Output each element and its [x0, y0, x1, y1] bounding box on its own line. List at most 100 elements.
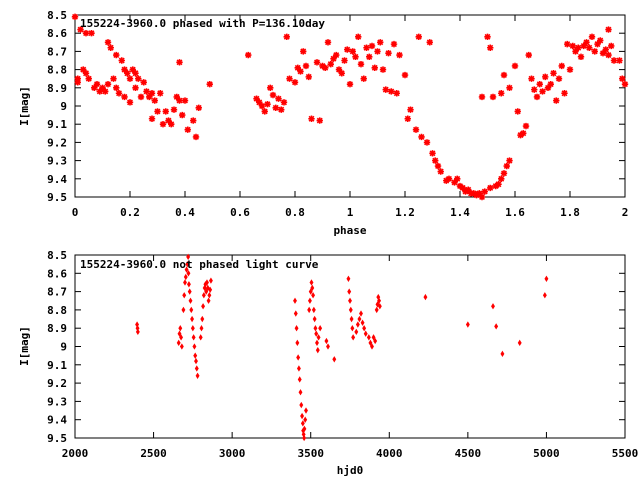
- phased-data-point: [93, 80, 101, 88]
- phased-data-point: [74, 75, 81, 82]
- phased-data-point: [580, 42, 587, 50]
- phased-data-point: [451, 179, 458, 186]
- phased-data-point: [377, 39, 384, 46]
- phased-data-point: [555, 75, 563, 82]
- unphased-data-point: [195, 372, 200, 379]
- phased-data-point: [599, 50, 607, 57]
- unphased-chart-title: 155224-3960.0 not phased light curve: [80, 258, 319, 271]
- unphased-data-point: [349, 315, 354, 323]
- phased-data-point: [388, 88, 395, 95]
- phased-data-point: [330, 55, 337, 62]
- unphased-data-point: [348, 306, 353, 314]
- phased-data-point: [619, 75, 626, 82]
- phased-data-point: [80, 66, 87, 73]
- phased-data-point: [531, 86, 538, 93]
- phased-data-point: [115, 90, 123, 97]
- unphased-y-tick-label: 8.9: [47, 322, 67, 335]
- unphased-data-point: [310, 284, 315, 292]
- unphased-data-point: [188, 297, 193, 304]
- unphased-data-point: [307, 306, 312, 314]
- phased-data-point: [104, 80, 112, 88]
- phased-data-point: [511, 62, 519, 70]
- phased-data-point: [110, 75, 117, 82]
- phased-data-point: [82, 70, 90, 77]
- unphased-data-point: [205, 284, 210, 292]
- unphased-data-point: [311, 306, 316, 314]
- unphased-data-point: [307, 297, 312, 304]
- phased-data-point: [459, 184, 466, 192]
- phased-data-point: [608, 42, 615, 50]
- phased-data-point: [374, 48, 381, 55]
- phased-y-tick-label: 9.1: [47, 118, 67, 131]
- phased-data-point: [283, 33, 290, 41]
- unphased-x-tick-label: 4500: [455, 447, 482, 460]
- phased-data-point: [547, 80, 554, 88]
- phased-x-tick-label: 0.6: [230, 206, 250, 219]
- unphased-y-tick-label: 9.3: [47, 395, 67, 408]
- phased-data-point: [484, 33, 491, 41]
- phased-data-point: [148, 115, 156, 122]
- phased-data-point: [572, 48, 579, 55]
- phased-data-point: [124, 70, 131, 77]
- phased-y-tick-label: 8.9: [47, 82, 67, 95]
- phased-data-point: [91, 84, 98, 91]
- phased-data-point: [355, 33, 362, 41]
- phased-data-point: [390, 40, 398, 48]
- phased-data-point: [506, 157, 513, 164]
- phased-data-point: [415, 33, 422, 41]
- unphased-data-point: [348, 297, 352, 304]
- unphased-data-point: [183, 273, 188, 281]
- phased-data-point: [569, 42, 576, 50]
- phased-data-point: [272, 104, 279, 112]
- phased-data-point: [313, 59, 321, 66]
- phased-data-point: [514, 108, 521, 115]
- unphased-data-point: [368, 339, 373, 347]
- unphased-data-point: [500, 350, 505, 357]
- unphased-data-point: [193, 352, 198, 359]
- unphased-data-point: [297, 376, 302, 383]
- phased-data-point: [478, 193, 486, 201]
- unphased-data-point: [309, 279, 314, 286]
- phased-data-point: [583, 39, 590, 46]
- phased-y-tick-label: 8.7: [47, 45, 67, 58]
- unphased-data-point: [332, 356, 337, 363]
- unphased-data-point: [542, 292, 547, 299]
- phased-data-point: [533, 93, 541, 101]
- unphased-data-point: [312, 315, 317, 323]
- phased-data-point: [291, 79, 299, 86]
- phased-data-point: [360, 75, 367, 82]
- unphased-data-point: [302, 434, 307, 442]
- phased-data-point: [126, 99, 134, 106]
- phased-data-point: [173, 93, 180, 101]
- phased-data-point: [621, 80, 629, 88]
- phased-data-point: [500, 170, 508, 177]
- unphased-data-point: [354, 328, 359, 336]
- phased-data-point: [412, 126, 420, 133]
- phased-x-tick-label: 2: [622, 206, 629, 219]
- phased-data-point: [275, 95, 282, 102]
- phased-data-point: [113, 84, 120, 91]
- phased-data-point: [280, 99, 288, 106]
- phased-data-point: [176, 59, 183, 66]
- phased-data-point: [146, 93, 153, 101]
- phased-data-point: [327, 60, 334, 68]
- unphased-data-point: [517, 339, 522, 347]
- unphased-data-point: [318, 325, 323, 332]
- phased-data-point: [437, 168, 444, 175]
- phased-data-point: [305, 73, 312, 81]
- phased-data-point: [550, 70, 557, 77]
- phased-data-point: [454, 175, 461, 182]
- unphased-data-point: [302, 425, 307, 433]
- unphased-data-point: [371, 334, 376, 341]
- phased-data-point: [500, 71, 508, 79]
- unphased-data-point: [207, 292, 212, 299]
- phased-data-point: [498, 90, 505, 97]
- unphased-x-axis-label: hjd0: [337, 464, 364, 477]
- unphased-light-curve-panel: 8.5 8.6 8.7 8.8 8.9 9 9.1 9.2 9.3 9.4 9.5 2000 2500…: [18, 249, 638, 477]
- phased-data-point: [132, 70, 139, 77]
- unphased-data-point: [544, 275, 549, 282]
- unphased-data-point: [200, 315, 205, 323]
- unphased-data-point: [186, 270, 191, 277]
- phased-data-point: [107, 44, 114, 51]
- phased-data-point: [71, 13, 79, 21]
